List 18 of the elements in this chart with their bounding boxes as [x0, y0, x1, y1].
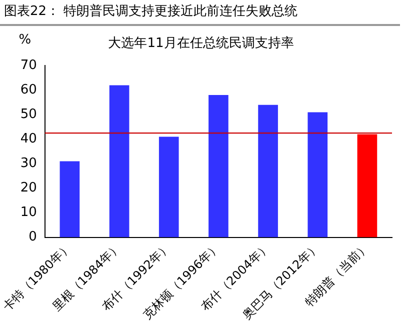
chart-title: 图表22： 特朗普民调支持更接近此前连任失败总统: [0, 0, 400, 26]
y-tick-label: 10: [20, 205, 37, 220]
y-tick-label: 60: [20, 82, 37, 98]
y-axis-title: %: [18, 32, 32, 48]
y-tick-label: 20: [20, 180, 37, 196]
y-tick-label: 40: [20, 132, 37, 147]
bar: [357, 134, 378, 238]
y-tick-label: 70: [20, 58, 37, 73]
y-tick-label: 0: [28, 230, 37, 245]
chart-subtitle: 大选年11月在任总统民调支持率: [108, 35, 294, 52]
y-tick-label: 30: [20, 156, 37, 172]
bar: [308, 112, 328, 238]
y-tick-label: 50: [20, 107, 37, 122]
bar: [258, 104, 278, 238]
bar: [60, 161, 80, 238]
bar: [109, 85, 130, 238]
bar: [208, 95, 228, 238]
bar: [158, 136, 179, 238]
